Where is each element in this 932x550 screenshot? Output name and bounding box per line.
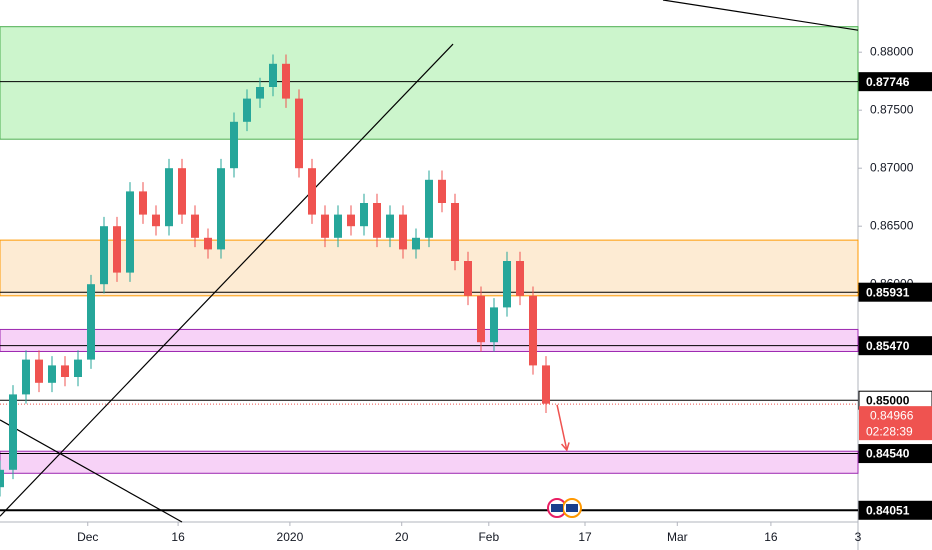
- candle-body: [451, 203, 459, 261]
- flag: [551, 504, 563, 512]
- candle-body: [152, 214, 160, 227]
- candle-body: [503, 261, 511, 308]
- level-label: 0.87746: [866, 75, 910, 89]
- x-tick-label: 20: [395, 530, 409, 544]
- candle-body: [113, 226, 121, 273]
- candle-body: [490, 307, 498, 343]
- candle-body: [438, 179, 446, 203]
- candle-body: [126, 191, 134, 273]
- level-label: 0.85000: [866, 393, 910, 407]
- y-tick-label: 0.87000: [870, 160, 914, 174]
- x-tick-label: 17: [578, 530, 592, 544]
- candle-body: [412, 237, 420, 250]
- x-tick-label: Feb: [478, 530, 499, 544]
- candle-body: [256, 87, 264, 99]
- level-label-bg: [858, 444, 932, 464]
- arrow-head: [561, 442, 570, 452]
- candle-body: [477, 295, 485, 343]
- candle-body: [61, 365, 69, 377]
- x-tick-label: 2020: [277, 530, 304, 544]
- zone: [0, 26, 859, 140]
- candle-body: [308, 168, 316, 215]
- x-tick-label: 16: [764, 530, 778, 544]
- y-tick-label: 0.88000: [870, 44, 914, 58]
- candle-body: [425, 179, 433, 238]
- candle-body: [230, 121, 238, 169]
- countdown-label: 02:28:39: [866, 424, 913, 438]
- current-price-bg: [859, 406, 932, 441]
- y-tick-label: 0.87500: [870, 102, 914, 116]
- lines: [0, 0, 859, 523]
- candle-body: [74, 359, 82, 377]
- level-label: 0.84540: [866, 447, 910, 461]
- trendline: [0, 419, 183, 523]
- candle-body: [542, 365, 550, 404]
- candle-body: [0, 469, 4, 488]
- event-icons: [547, 498, 582, 518]
- candle-body: [22, 359, 30, 395]
- candles: [0, 54, 550, 497]
- x-tick-label: Dec: [77, 530, 98, 544]
- candle-body: [269, 63, 277, 87]
- candle-body: [204, 237, 212, 250]
- candle-body: [48, 365, 56, 383]
- candle-body: [165, 168, 173, 227]
- level-label: 0.84051: [866, 503, 910, 517]
- candle-body: [295, 98, 303, 169]
- candle-body: [373, 203, 381, 238]
- level-label-bg: [858, 500, 932, 520]
- zone: [0, 328, 859, 352]
- level-label-bg: [858, 282, 932, 302]
- trendline: [662, 0, 859, 31]
- flag: [566, 504, 578, 512]
- candle-body: [217, 168, 225, 250]
- x-tick-label: 16: [171, 530, 185, 544]
- candle-body: [35, 359, 43, 383]
- candle-body: [347, 214, 355, 227]
- candle-body: [243, 98, 251, 122]
- candle-body: [139, 191, 147, 215]
- candle-body: [87, 284, 95, 360]
- candle-body: [282, 63, 290, 99]
- candle-body: [516, 261, 524, 296]
- arrow: [556, 404, 568, 451]
- candle-body: [529, 295, 537, 366]
- candle-body: [9, 394, 17, 470]
- candle-body: [321, 214, 329, 238]
- level-label-bg: [858, 72, 932, 92]
- candle-body: [386, 214, 394, 238]
- candle-body: [178, 168, 186, 215]
- candle-body: [100, 226, 108, 285]
- level-label-bg: [858, 336, 932, 356]
- trendline: [0, 43, 454, 517]
- y-tick-label: 0.86500: [870, 218, 914, 232]
- x-tick-label: 3: [855, 530, 862, 544]
- candle-body: [399, 214, 407, 250]
- labels: 0.880000.875000.870000.865000.86000Dec16…: [77, 44, 932, 544]
- candle-body: [360, 203, 368, 227]
- candle-body: [334, 214, 342, 238]
- level-label: 0.85470: [866, 339, 910, 353]
- candle-body: [464, 261, 472, 296]
- candle-body: [191, 214, 199, 238]
- zone: [0, 450, 859, 474]
- x-tick-label: Mar: [667, 530, 688, 544]
- level-label: 0.85931: [866, 285, 910, 299]
- current-price-label: 0.84966: [870, 408, 914, 422]
